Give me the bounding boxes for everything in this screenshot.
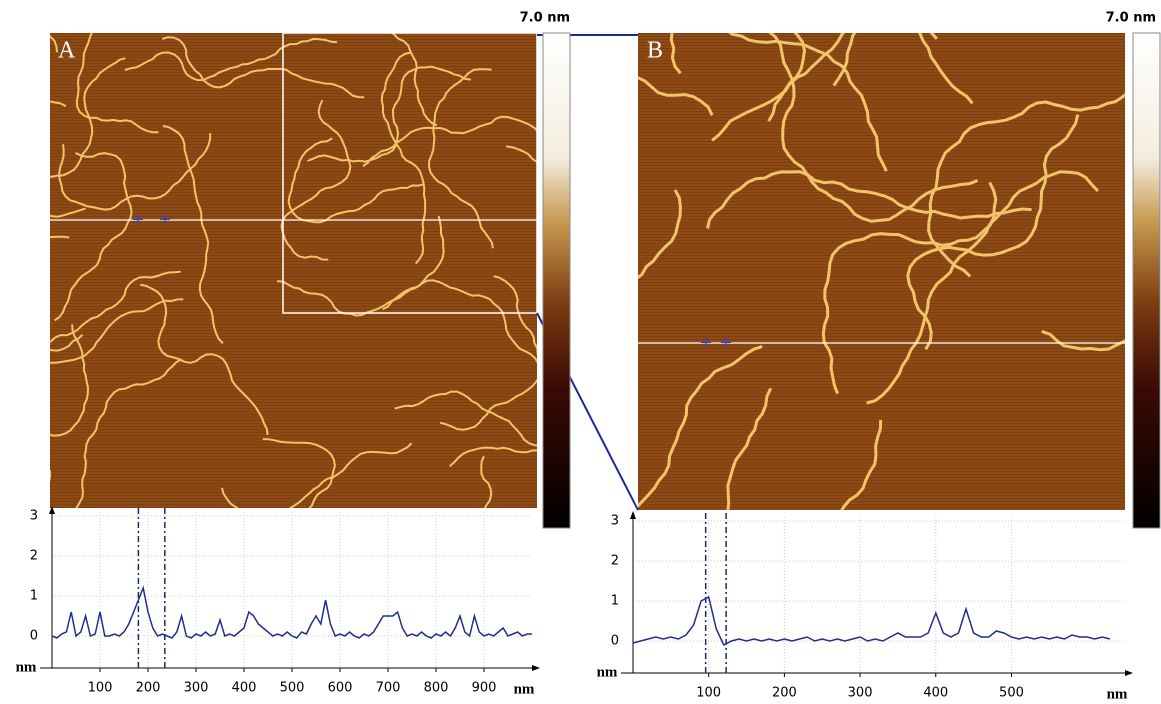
y-tick-label: 0 <box>30 629 38 644</box>
dna-strand <box>50 298 184 364</box>
dna-strands <box>50 33 537 508</box>
dna-strand <box>866 170 1099 405</box>
x-tick-label: 200 <box>772 686 797 701</box>
dna-strand <box>428 68 494 249</box>
x-axis-label: nm <box>514 681 535 697</box>
dna-strand <box>638 344 763 508</box>
afm-image <box>638 33 1125 510</box>
y-tick-label: 2 <box>611 554 619 569</box>
x-tick-label: 300 <box>848 686 873 701</box>
y-axis-label: nm <box>16 659 37 675</box>
dna-strand <box>439 275 537 431</box>
dna-strand <box>394 390 537 447</box>
x-tick-label: 100 <box>88 681 113 696</box>
dna-strand <box>50 35 58 53</box>
cursor: + <box>719 333 732 352</box>
zoom-box <box>282 32 538 314</box>
dna-strand <box>161 36 365 99</box>
dna-strand <box>726 387 773 510</box>
dna-strand <box>307 65 471 163</box>
axis-arrow <box>630 511 636 519</box>
y-tick-label: 2 <box>30 549 38 564</box>
dna-strand <box>1041 329 1125 352</box>
dna-strand <box>50 57 126 178</box>
x-tick-label: 900 <box>472 681 497 696</box>
dna-strand <box>162 124 224 344</box>
dna-strand <box>75 358 183 508</box>
colorbar-label: 7.0 nm <box>520 11 570 26</box>
panel-label: B <box>647 38 663 64</box>
dna-strand <box>58 133 212 211</box>
dna-strand <box>906 114 1080 350</box>
x-tick-label: 400 <box>923 686 948 701</box>
dna-strand <box>50 324 89 437</box>
y-axis-label: nm <box>597 664 618 680</box>
y-tick-label: 1 <box>611 594 619 609</box>
dna-strand <box>380 51 427 265</box>
dna-strand <box>277 215 445 317</box>
dna-strand <box>638 189 682 280</box>
x-tick-label: 400 <box>232 681 257 696</box>
y-tick-label: 1 <box>30 589 38 604</box>
cursor: + <box>131 210 144 229</box>
axis-arrow <box>49 506 55 514</box>
colorbar-label: 7.0 nm <box>1106 11 1156 26</box>
x-tick-label: 500 <box>999 686 1024 701</box>
y-tick-label: 3 <box>30 509 38 524</box>
dna-strand <box>221 438 336 508</box>
x-tick-label: 100 <box>696 686 721 701</box>
axis-arrow <box>1125 670 1133 676</box>
dna-strand <box>927 92 1125 278</box>
dna-strand <box>124 37 338 82</box>
dna-strand <box>840 419 883 510</box>
dna-strand <box>768 33 979 223</box>
colorbar <box>542 32 571 529</box>
x-tick-label: 600 <box>328 681 353 696</box>
dna-strand <box>280 99 352 261</box>
y-tick-label: 3 <box>611 514 619 529</box>
profile-line <box>632 595 1111 647</box>
panel-label: A <box>58 38 76 64</box>
x-tick-label: 800 <box>424 681 449 696</box>
dna-strand <box>767 33 806 122</box>
dna-strand <box>50 270 181 343</box>
dna-strand <box>449 446 537 467</box>
dna-strand <box>480 455 493 508</box>
x-tick-label: 500 <box>280 681 305 696</box>
x-tick-label: 700 <box>376 681 401 696</box>
dna-strand <box>54 151 133 322</box>
cursor: + <box>699 333 712 352</box>
dna-strand <box>50 470 52 483</box>
dna-strand <box>362 115 537 168</box>
x-tick-label: 300 <box>184 681 209 696</box>
axis-arrow <box>532 665 540 671</box>
profile-line <box>51 585 532 639</box>
dna-strand <box>287 137 425 224</box>
y-tick-label: 0 <box>611 634 619 649</box>
dna-strand <box>288 442 413 508</box>
x-tick-label: 200 <box>136 681 161 696</box>
dna-strand <box>140 283 269 436</box>
x-axis-label: nm <box>1107 686 1128 700</box>
dna-strand <box>75 33 159 134</box>
afm-image <box>50 33 537 508</box>
dna-strand <box>821 181 998 395</box>
dna-strand <box>391 33 438 127</box>
cursor: + <box>158 210 171 229</box>
colorbar <box>1132 32 1161 529</box>
dna-strand <box>706 170 1032 229</box>
dna-strands <box>638 33 1125 510</box>
dna-strand <box>728 33 888 172</box>
dna-strand <box>638 76 714 116</box>
dna-strand <box>711 33 974 142</box>
